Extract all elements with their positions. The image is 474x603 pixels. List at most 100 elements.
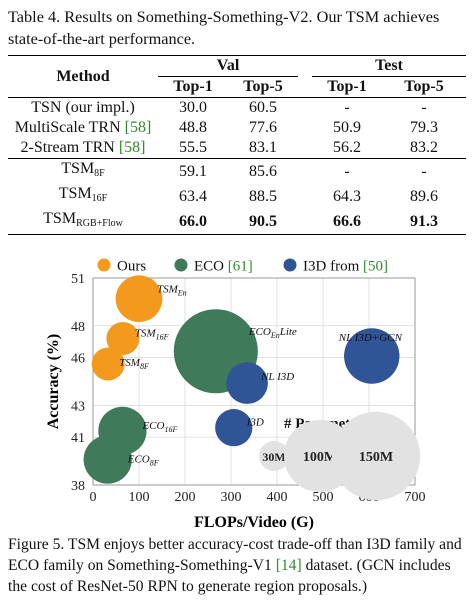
cell: 66.0 <box>158 209 228 235</box>
point-label-sub: 8F <box>140 362 149 371</box>
x-tick-label: 0 <box>90 490 97 505</box>
data-point-i3d <box>344 328 400 384</box>
legend-label: Ours <box>117 259 146 275</box>
table-row: TSMRGB+Flow 66.0 90.5 66.6 91.3 <box>8 209 466 235</box>
table-caption-text: Table 4. Results on Something-Something-… <box>8 7 440 48</box>
table-header-row-2: Top-1 Top-5 Top-1 Top-5 <box>8 77 466 98</box>
y-axis-label: Accuracy (%) <box>45 334 62 430</box>
header-test: Test <box>312 55 466 77</box>
point-label-sub: 8F <box>150 459 159 468</box>
point-label-suffix: Lite <box>279 326 297 338</box>
header-val: Val <box>158 55 298 77</box>
cell: 88.5 <box>249 187 277 205</box>
figure-caption: Figure 5. TSM enjoys better accuracy-cos… <box>8 534 470 597</box>
point-label: ECOEnLite <box>248 326 297 340</box>
legend-label: ECO [61] <box>194 259 253 275</box>
row-method: TSM <box>58 185 92 202</box>
plot-border <box>92 277 416 486</box>
cell: 55.5 <box>179 139 207 156</box>
x-tick-label: 700 <box>405 490 426 505</box>
citation-link[interactable]: [14] <box>275 557 302 574</box>
row-method-sub: RGB+Flow <box>76 218 123 229</box>
header-val-top5: Top-5 <box>243 78 283 95</box>
cell: 83.1 <box>249 139 277 156</box>
x-tick-label: 300 <box>221 490 242 505</box>
x-axis-label: FLOPs/Video (G) <box>194 514 314 531</box>
legend-marker <box>283 258 297 272</box>
point-label: TSM8F <box>119 357 149 371</box>
table-row: MultiScale TRN [58] 48.8 77.6 50.9 79.3 <box>8 118 466 138</box>
y-tick-label: 41 <box>71 431 85 446</box>
cell: 59.1 <box>158 158 228 184</box>
cell: 56.2 <box>333 139 361 156</box>
point-label: ECO8F <box>127 454 159 468</box>
results-table: Method Val Test Top-1 Top-5 Top-1 Top-5 … <box>8 55 466 235</box>
cell: 48.8 <box>179 119 207 136</box>
table-row: TSN (our impl.) 30.0 60.5 - - <box>8 97 466 118</box>
cell: 89.6 <box>410 187 438 205</box>
row-method: MultiScale TRN <box>14 119 125 136</box>
cell: 66.6 <box>312 209 382 235</box>
cell: 91.3 <box>382 209 466 235</box>
data-point-ours <box>115 275 163 323</box>
cell: 77.6 <box>249 119 277 136</box>
data-point-ours <box>91 347 125 381</box>
table-row: 2-Stream TRN [58] 55.5 83.1 56.2 83.2 <box>8 138 466 159</box>
figure-caption-text-end: dataset. (GCN includes the cost of ResNe… <box>8 557 451 595</box>
y-tick-label: 51 <box>71 272 85 287</box>
cell: 63.4 <box>179 187 207 205</box>
figure-caption-text: Figure 5. TSM enjoys better accuracy-cos… <box>8 536 462 574</box>
row-method-sub: 16F <box>91 193 108 204</box>
header-val-top1: Top-1 <box>173 78 213 95</box>
table-row: TSM16F 63.4 88.5 64.3 89.6 <box>8 184 466 209</box>
cell: - <box>312 97 382 118</box>
y-tick-label: 38 <box>71 479 85 494</box>
legend-marker <box>97 258 111 272</box>
legend-citation-link[interactable]: [50] <box>363 259 388 275</box>
point-label: NL I3D+GCN <box>338 332 403 344</box>
cell: 90.5 <box>228 209 298 235</box>
point-label: I3D <box>246 417 264 429</box>
accuracy-flops-chart: Ours ECO [61] I3D from [50] 0 100 200 300 400 5… <box>45 258 426 531</box>
size-legend-bubble <box>259 441 289 471</box>
cell: - <box>382 158 466 184</box>
header-method: Method <box>8 55 158 98</box>
citation-link[interactable]: [58] <box>124 119 152 136</box>
cell: 85.6 <box>228 158 298 184</box>
cell: 30.0 <box>158 97 228 118</box>
row-method: TSN (our impl.) <box>31 99 135 116</box>
point-label: TSMEn <box>157 284 187 298</box>
citation-link[interactable]: [58] <box>118 139 146 156</box>
header-test-top1: Top-1 <box>327 78 367 95</box>
cell: 60.5 <box>228 97 298 118</box>
row-method: TSM <box>61 160 95 177</box>
size-legend-label: 30M <box>262 450 285 464</box>
chart-legend: Ours ECO [61] I3D from [50] <box>97 258 388 275</box>
y-tick-label: 46 <box>71 352 85 367</box>
table-row: TSM8F 59.1 85.6 - - <box>8 158 466 184</box>
cell: 79.3 <box>410 119 438 136</box>
data-point-eco <box>83 435 132 484</box>
x-tick-label: 500 <box>313 490 334 505</box>
size-legend-label: 100M <box>303 450 337 465</box>
y-tick-label: 43 <box>71 399 85 414</box>
size-legend: # Parameters30M100M150M <box>259 411 421 501</box>
legend-citation-link[interactable]: [61] <box>228 259 253 275</box>
table-caption: Table 4. Results on Something-Something-… <box>8 6 468 50</box>
point-label-sub: En <box>177 289 187 298</box>
point-label: NL I3D <box>260 371 294 383</box>
y-tick-label: 48 <box>71 320 85 335</box>
data-point-i3d <box>215 409 253 447</box>
cell: - <box>382 97 466 118</box>
table-header-row-1: Method Val Test <box>8 55 466 98</box>
data-point-ours <box>106 321 140 356</box>
cell: 50.9 <box>333 119 361 136</box>
legend-label: I3D from [50] <box>303 259 388 275</box>
size-legend-bubble <box>331 411 421 501</box>
row-method: TSM <box>43 210 77 227</box>
size-legend-label: 150M <box>359 450 393 465</box>
cell: - <box>312 158 382 184</box>
chart-ticks: 0100200300400500600700384143464851 <box>71 272 426 505</box>
legend-marker <box>174 258 188 272</box>
